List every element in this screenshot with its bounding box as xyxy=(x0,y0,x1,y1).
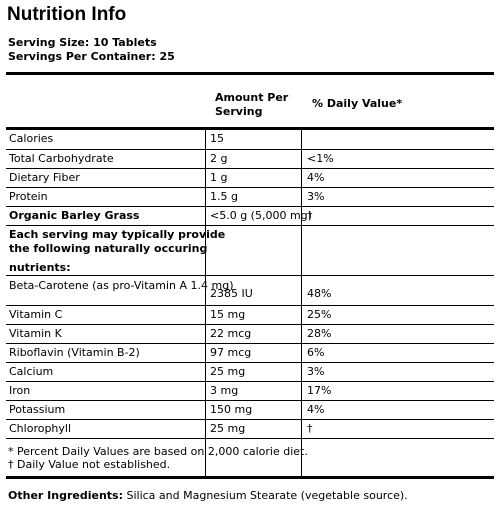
nutrition-table: Amount Per Serving % Daily Value* Calori… xyxy=(6,72,494,478)
other-ingredients: Other Ingredients: Silica and Magnesium … xyxy=(8,489,408,502)
row-name: Each serving may typically provide xyxy=(9,228,226,241)
row-dv: 6% xyxy=(307,346,325,359)
row-dv: <1% xyxy=(307,152,334,165)
serving-size: Serving Size: 10 Tablets xyxy=(8,36,157,49)
table-top-border xyxy=(6,72,494,75)
row-amount: 15 xyxy=(210,132,224,145)
amount-header-line2: Serving xyxy=(215,105,263,118)
row-line xyxy=(6,438,494,439)
row-name: Calories xyxy=(9,132,54,145)
footnote-dagger: † Daily Value not established. xyxy=(8,458,171,471)
row-line xyxy=(6,275,494,276)
row-name: Calcium xyxy=(9,365,54,378)
row-name: Vitamin C xyxy=(9,308,63,321)
row-line xyxy=(6,168,494,169)
row-line xyxy=(6,187,494,188)
page-title: Nutrition Info xyxy=(7,4,127,25)
row-line xyxy=(6,362,494,363)
row-amount: 15 mg xyxy=(210,308,246,321)
row-dv: 48% xyxy=(307,287,332,300)
row-dv: 4% xyxy=(307,171,325,184)
row-name: Dietary Fiber xyxy=(9,171,80,184)
other-ingredients-label: Other Ingredients: xyxy=(8,489,123,502)
row-line xyxy=(6,225,494,226)
row-name: Chlorophyll xyxy=(9,422,72,435)
amount-header-line1: Amount Per xyxy=(215,91,289,104)
row-dv: † xyxy=(307,422,313,435)
row-dv: 28% xyxy=(307,327,332,340)
row-amount: 2385 IU xyxy=(210,287,253,300)
row-name: Potassium xyxy=(9,403,66,416)
row-line xyxy=(6,149,494,150)
row-line xyxy=(6,381,494,382)
row-amount: 1 g xyxy=(210,171,228,184)
column-divider-1 xyxy=(205,130,206,476)
row-amount: 150 mg xyxy=(210,403,253,416)
row-line xyxy=(6,400,494,401)
row-amount: 25 mg xyxy=(210,422,246,435)
row-amount: <5.0 g (5,000 mg) xyxy=(210,209,312,222)
row-name: Iron xyxy=(9,384,31,397)
row-line xyxy=(6,206,494,207)
row-amount: 1.5 g xyxy=(210,190,238,203)
row-line xyxy=(6,343,494,344)
row-dv: † xyxy=(307,209,313,222)
row-amount: 25 mg xyxy=(210,365,246,378)
row-line xyxy=(6,419,494,420)
row-line xyxy=(6,324,494,325)
table-bottom-border xyxy=(6,476,494,479)
row-amount: 2 g xyxy=(210,152,228,165)
header-bottom-border xyxy=(6,127,494,130)
row-name: nutrients: xyxy=(9,261,71,274)
row-dv: 25% xyxy=(307,308,332,321)
row-dv: 3% xyxy=(307,190,325,203)
amount-header: Amount Per Serving xyxy=(215,91,288,119)
column-divider-2 xyxy=(301,130,302,476)
row-name: Total Carbohydrate xyxy=(9,152,114,165)
row-line xyxy=(6,305,494,306)
row-name: Beta-Carotene (as pro-Vitamin A 1.4 mg) xyxy=(9,279,234,292)
row-amount: 97 mcg xyxy=(210,346,252,359)
row-name: the following naturally occuring xyxy=(9,242,208,255)
servings-per-container: Servings Per Container: 25 xyxy=(8,50,175,63)
row-dv: 17% xyxy=(307,384,332,397)
row-name: Protein xyxy=(9,190,48,203)
other-ingredients-text: Silica and Magnesium Stearate (vegetable… xyxy=(122,489,408,502)
row-name: Riboflavin (Vitamin B-2) xyxy=(9,346,140,359)
footnote-percent: * Percent Daily Values are based on 2,00… xyxy=(8,445,308,458)
row-dv: 4% xyxy=(307,403,325,416)
row-name: Vitamin K xyxy=(9,327,62,340)
row-name: Organic Barley Grass xyxy=(9,209,140,222)
daily-value-header: % Daily Value* xyxy=(312,97,403,110)
row-amount: 3 mg xyxy=(210,384,239,397)
row-dv: 3% xyxy=(307,365,325,378)
row-amount: 22 mcg xyxy=(210,327,252,340)
